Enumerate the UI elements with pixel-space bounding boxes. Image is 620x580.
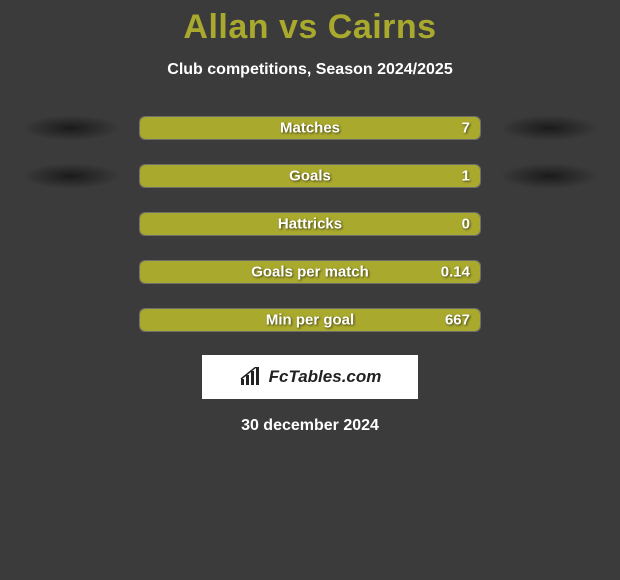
stat-bar: Min per goal 667 [139,308,481,332]
stat-row: Min per goal 667 [0,307,620,333]
player-b-shadow [499,115,599,141]
player-a-shadow [21,163,121,189]
spacer [21,307,121,333]
stat-label: Goals per match [251,264,369,281]
player-b-shadow [499,163,599,189]
spacer [21,259,121,285]
spacer [21,211,121,237]
stat-bar: Goals per match 0.14 [139,260,481,284]
stat-value-right: 0.14 [441,264,470,281]
spacer [499,307,599,333]
page-title: Allan vs Cairns [0,8,620,47]
stat-label: Matches [280,120,340,137]
subtitle: Club competitions, Season 2024/2025 [0,61,620,79]
stat-row: Hattricks 0 [0,211,620,237]
stat-bar: Hattricks 0 [139,212,481,236]
stat-value-right: 0 [462,216,470,233]
player-a-name: Allan [183,8,269,46]
spacer [499,259,599,285]
spacer [499,211,599,237]
stat-label: Goals [289,168,331,185]
date-label: 30 december 2024 [0,417,620,435]
player-b-name: Cairns [328,8,437,46]
stat-bar: Matches 7 [139,116,481,140]
stat-bar: Goals 1 [139,164,481,188]
stat-value-right: 667 [445,312,470,329]
stat-value-right: 1 [462,168,470,185]
stat-label: Hattricks [278,216,342,233]
stat-row: Goals per match 0.14 [0,259,620,285]
comparison-card: Allan vs Cairns Club competitions, Seaso… [0,0,620,435]
stat-row: Matches 7 [0,115,620,141]
stat-label: Min per goal [266,312,354,329]
versus-label: vs [279,8,318,46]
stats-list: Matches 7 Goals 1 Hattricks 0 Goals per match 0… [0,115,620,333]
chart-icon [239,367,263,387]
source-logo[interactable]: FcTables.com [202,355,418,399]
logo-text: FcTables.com [269,367,382,387]
stat-value-right: 7 [462,120,470,137]
player-a-shadow [21,115,121,141]
stat-row: Goals 1 [0,163,620,189]
